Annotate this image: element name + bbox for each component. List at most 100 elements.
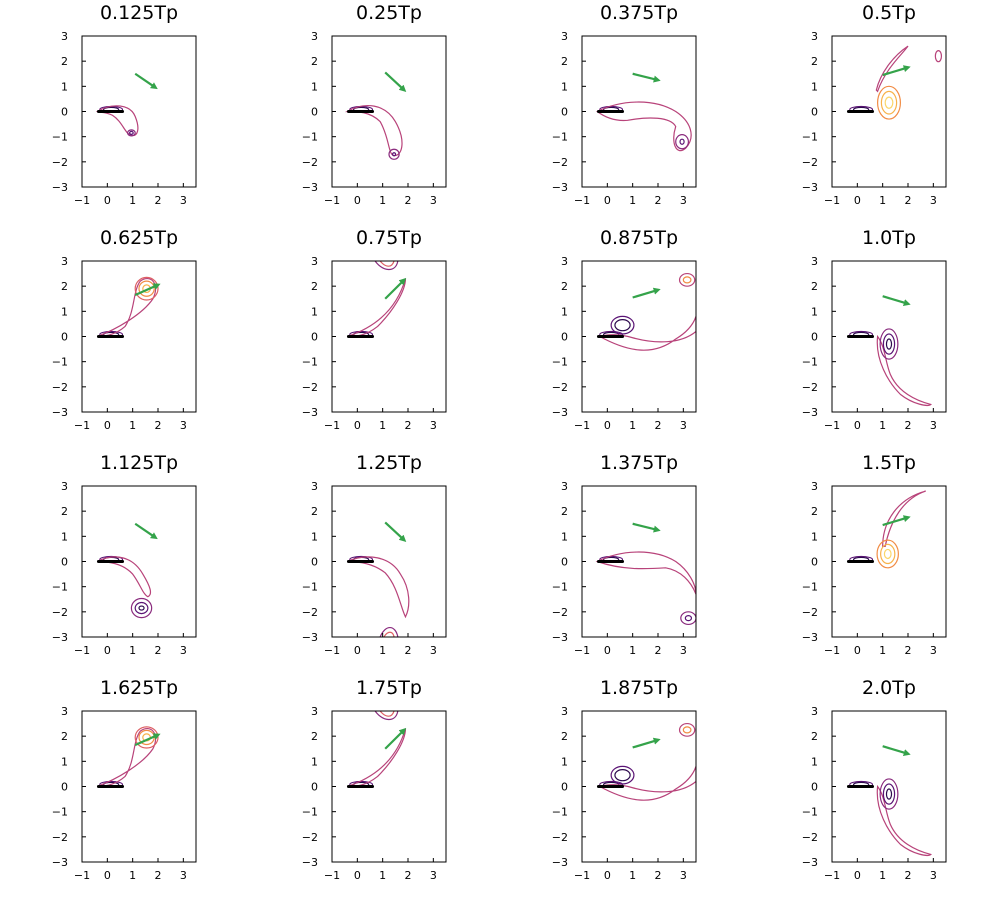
contour-line — [877, 787, 931, 856]
panel-title: 0.125Tp — [100, 2, 178, 24]
contour-line — [611, 316, 634, 334]
contour-line — [876, 46, 908, 91]
x-tick-label: 2 — [155, 194, 162, 207]
y-tick-label: 0 — [61, 556, 68, 569]
x-tick-label: 3 — [680, 869, 687, 882]
x-tick-label: −1 — [74, 869, 90, 882]
y-tick-label: −3 — [802, 181, 818, 194]
x-tick-label: 0 — [354, 194, 361, 207]
panel-title: 0.375Tp — [600, 2, 678, 24]
x-tick-label: 1 — [879, 869, 886, 882]
contour-lines — [347, 711, 405, 792]
contour-line — [883, 334, 894, 354]
panel-1: 0.125Tp −1 0 1 2 3 3 2 1 0 −1 −2 −3 — [52, 2, 197, 207]
x-tick-label: 1 — [129, 194, 136, 207]
contour-line — [884, 549, 891, 558]
y-tick-label: −2 — [802, 831, 818, 844]
velocity-arrow — [134, 522, 158, 540]
y-tick-label: −3 — [52, 181, 68, 194]
y-tick-label: 0 — [561, 781, 568, 794]
y-tick-label: 1 — [561, 755, 568, 768]
contour-line — [877, 337, 931, 406]
y-tick-label: 1 — [311, 530, 318, 543]
y-tick-label: −3 — [302, 181, 318, 194]
x-tick-label: −1 — [324, 869, 340, 882]
velocity-arrow — [632, 287, 661, 299]
y-tick-label: −2 — [52, 606, 68, 619]
y-tick-label: −3 — [52, 631, 68, 644]
contour-line — [128, 130, 136, 136]
contour-line — [881, 544, 895, 563]
y-tick-label: 1 — [561, 80, 568, 93]
x-tick-label: 2 — [405, 644, 412, 657]
x-tick-label: −1 — [574, 869, 590, 882]
contour-line — [886, 339, 891, 349]
contour-line — [347, 729, 405, 787]
y-tick-label: −2 — [802, 606, 818, 619]
x-tick-label: 1 — [379, 644, 386, 657]
y-tick-label: −1 — [302, 806, 318, 819]
y-tick-label: 2 — [311, 55, 318, 68]
contour-lines — [598, 724, 696, 801]
panel-title: 0.5Tp — [862, 2, 916, 24]
y-tick-label: 1 — [811, 305, 818, 318]
y-tick-label: 0 — [561, 106, 568, 119]
panel-title: 1.75Tp — [356, 677, 422, 699]
y-tick-label: −2 — [52, 381, 68, 394]
velocity-arrow — [632, 737, 661, 749]
x-tick-label: 1 — [879, 644, 886, 657]
x-tick-label: 3 — [430, 644, 437, 657]
panel-2: 0.25Tp −1 0 1 2 3 3 2 1 0 −1 −2 −3 — [302, 2, 447, 207]
contour-line — [676, 135, 689, 149]
y-tick-label: 3 — [561, 705, 568, 718]
y-tick-label: 0 — [811, 556, 818, 569]
x-tick-label: 1 — [379, 869, 386, 882]
contour-line — [375, 711, 398, 720]
y-tick-label: 1 — [61, 80, 68, 93]
x-tick-label: 2 — [905, 194, 912, 207]
contour-line — [680, 724, 695, 737]
contour-line — [135, 603, 148, 614]
y-tick-label: 3 — [311, 30, 318, 43]
x-tick-label: −1 — [74, 644, 90, 657]
x-tick-label: 2 — [155, 644, 162, 657]
contour-line — [375, 261, 398, 270]
x-tick-label: 0 — [604, 419, 611, 432]
contour-line — [597, 552, 696, 594]
y-tick-label: 1 — [811, 755, 818, 768]
contour-line — [347, 106, 402, 156]
y-tick-label: 2 — [311, 280, 318, 293]
contour-line — [886, 789, 891, 799]
velocity-arrow — [882, 65, 911, 77]
y-tick-label: 1 — [311, 80, 318, 93]
contour-line — [380, 628, 398, 637]
contour-lines — [597, 522, 696, 625]
velocity-arrow — [384, 71, 407, 93]
y-tick-label: 2 — [811, 55, 818, 68]
y-tick-label: −3 — [802, 406, 818, 419]
x-tick-label: −1 — [824, 869, 840, 882]
x-tick-label: 0 — [854, 419, 861, 432]
contour-line — [883, 784, 894, 804]
x-tick-label: 0 — [104, 419, 111, 432]
y-tick-label: 1 — [61, 530, 68, 543]
panel-title: 0.875Tp — [600, 227, 678, 249]
y-tick-label: 3 — [811, 30, 818, 43]
x-tick-label: 0 — [854, 644, 861, 657]
x-tick-label: −1 — [74, 419, 90, 432]
velocity-arrow — [384, 521, 407, 543]
y-tick-label: −1 — [52, 806, 68, 819]
y-tick-label: −2 — [552, 831, 568, 844]
y-tick-label: −1 — [802, 806, 818, 819]
contour-lines — [97, 727, 158, 792]
y-tick-label: −1 — [302, 356, 318, 369]
x-tick-label: 2 — [405, 869, 412, 882]
y-tick-label: 3 — [811, 255, 818, 268]
y-tick-label: 1 — [311, 305, 318, 318]
panel-12: 1.5Tp −1 0 1 2 3 3 2 1 0 −1 −2 −3 — [802, 452, 947, 657]
contour-line — [139, 606, 144, 610]
x-tick-label: 0 — [604, 644, 611, 657]
x-tick-label: 1 — [879, 419, 886, 432]
panel-9: 1.125Tp −1 0 1 2 3 3 2 1 0 −1 −2 −3 — [52, 452, 197, 657]
y-tick-label: −1 — [552, 581, 568, 594]
